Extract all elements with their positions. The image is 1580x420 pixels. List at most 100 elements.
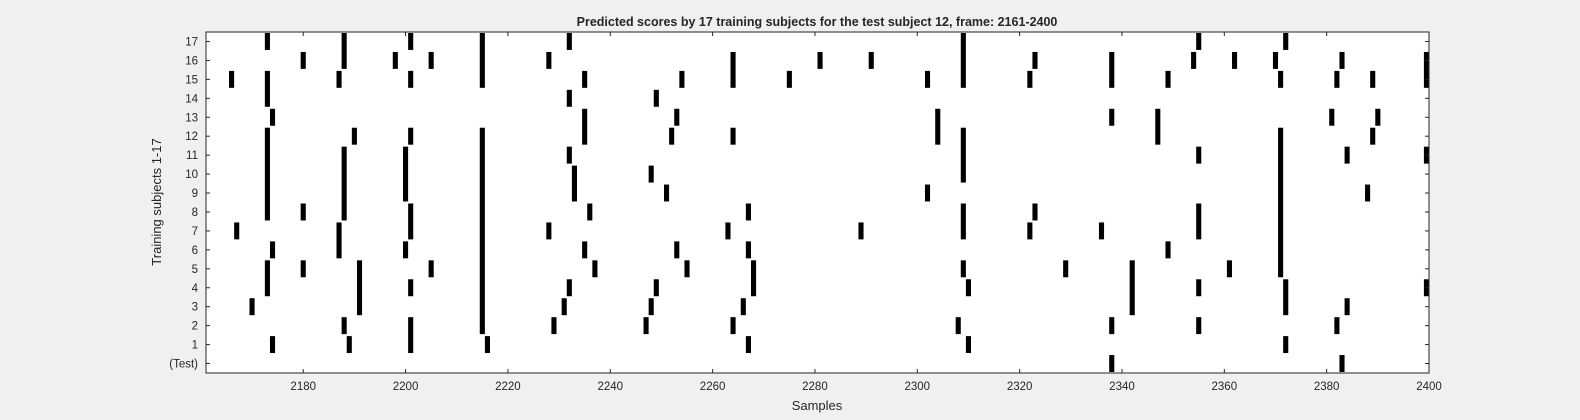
spike-marks <box>229 33 1429 372</box>
spike-mark <box>730 51 736 88</box>
spike-mark <box>264 33 270 50</box>
spike-mark <box>408 279 414 297</box>
spike-mark <box>1375 108 1381 126</box>
spike-mark <box>264 70 270 107</box>
spike-mark <box>300 260 306 278</box>
spike-mark <box>663 184 670 202</box>
spike-mark <box>484 336 490 354</box>
spike-mark <box>740 298 746 316</box>
y-tick-label: 13 <box>185 112 198 124</box>
spike-mark <box>336 70 342 88</box>
spike-mark <box>1226 260 1232 278</box>
spike-mark <box>1334 70 1340 88</box>
spike-mark <box>1032 203 1038 221</box>
x-tick-label: 2180 <box>290 381 316 393</box>
spike-mark <box>960 203 966 240</box>
spike-mark <box>960 127 966 183</box>
spike-mark <box>234 222 240 240</box>
spike-mark <box>725 222 731 240</box>
spike-mark <box>264 127 270 221</box>
spike-mark <box>674 108 680 126</box>
spike-mark <box>408 127 414 145</box>
spike-mark <box>1339 51 1345 69</box>
spike-mark <box>582 108 588 145</box>
spike-mark <box>1283 336 1289 354</box>
spike-mark <box>786 70 792 88</box>
spike-mark <box>745 203 751 221</box>
spike-mark <box>1196 203 1202 240</box>
spike-mark <box>1196 279 1202 297</box>
spike-mark <box>408 33 414 50</box>
spike-mark <box>960 33 966 88</box>
spike-mark <box>817 51 823 69</box>
x-tick-label: 2280 <box>802 381 828 393</box>
spike-mark <box>1191 51 1197 69</box>
spike-mark <box>1196 317 1202 335</box>
spike-mark <box>269 336 276 354</box>
y-tick-label: 4 <box>192 283 199 295</box>
spike-mark <box>408 317 414 354</box>
spike-mark <box>561 298 567 316</box>
spike-mark <box>669 127 675 145</box>
y-axis-label: Training subjects 1-17 <box>149 138 164 265</box>
y-tick-label: 17 <box>185 36 198 48</box>
spike-mark <box>1196 33 1202 50</box>
x-tick-label: 2220 <box>495 381 521 393</box>
spike-mark <box>351 127 357 145</box>
spike-mark <box>1278 70 1284 88</box>
spike-mark <box>1027 222 1033 240</box>
spike-mark <box>1155 108 1161 145</box>
spike-mark <box>1232 51 1238 69</box>
spike-mark <box>300 203 306 221</box>
x-tick-label: 2240 <box>597 381 623 393</box>
spike-mark <box>960 260 966 278</box>
x-tick-label: 2320 <box>1007 381 1033 393</box>
spike-mark <box>745 241 751 259</box>
spike-mark <box>1423 51 1429 88</box>
spike-mark <box>684 260 690 278</box>
y-tick-label: 12 <box>185 131 198 143</box>
spike-mark <box>1027 70 1033 88</box>
spike-mark <box>965 336 972 354</box>
spike-mark <box>1283 279 1289 316</box>
spike-mark <box>858 222 864 240</box>
spike-mark <box>479 33 485 88</box>
spike-mark <box>1283 33 1289 50</box>
y-tick-label: 14 <box>185 93 198 105</box>
spike-mark <box>566 279 572 297</box>
spike-mark <box>392 51 398 69</box>
spike-mark <box>403 241 409 259</box>
spike-mark <box>551 317 557 335</box>
spike-mark <box>1063 260 1069 278</box>
spike-mark <box>428 51 434 69</box>
spike-mark <box>592 260 598 278</box>
spike-mark <box>269 241 276 259</box>
spike-mark <box>643 317 649 335</box>
spike-mark <box>566 33 572 50</box>
x-tick-label: 2260 <box>700 381 726 393</box>
y-tick-label: 2 <box>192 321 198 333</box>
x-tick-label: 2340 <box>1109 381 1135 393</box>
spike-mark <box>935 108 941 145</box>
spike-mark <box>346 336 352 354</box>
y-tick-label: 5 <box>192 264 198 276</box>
spike-mark <box>1109 355 1115 372</box>
y-tick-label: 9 <box>192 188 198 200</box>
spike-mark <box>750 260 757 297</box>
spike-mark <box>546 51 552 69</box>
spike-mark <box>571 165 577 202</box>
spike-mark <box>1165 241 1171 259</box>
spike-mark <box>1370 70 1376 88</box>
spike-mark <box>745 336 751 354</box>
spike-mark <box>955 317 961 335</box>
spike-mark <box>674 241 680 259</box>
spike-mark <box>356 260 363 316</box>
y-tick-label: 15 <box>185 74 198 86</box>
x-axis-ticks: 2180 2200 2220 2240 2260 2280 2300 2320 2340 2360… <box>290 32 1442 393</box>
spike-mark <box>408 203 414 240</box>
y-tick-label: 11 <box>186 150 198 162</box>
spike-mark <box>546 222 552 240</box>
